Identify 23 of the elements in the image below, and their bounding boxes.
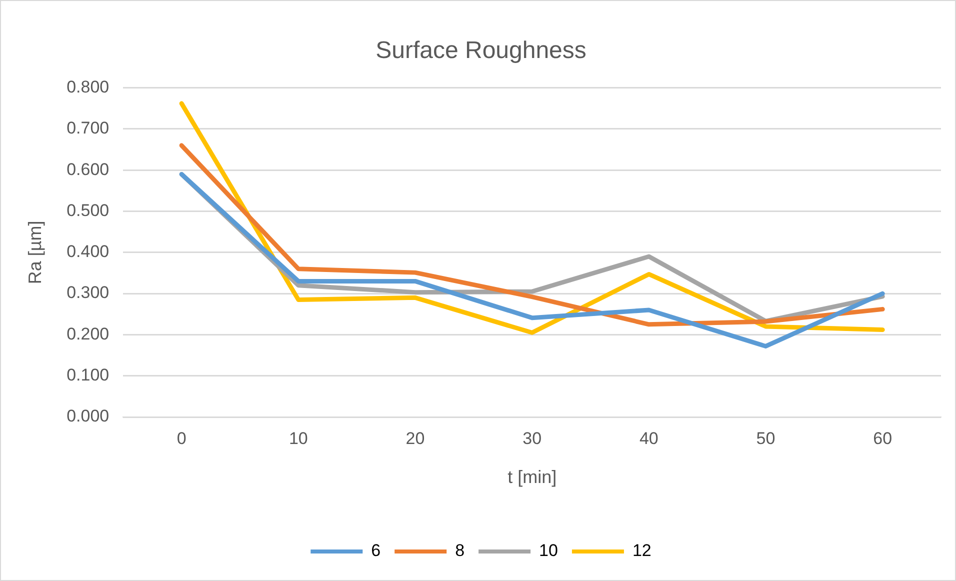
y-tick-label: 0.000 <box>66 406 110 426</box>
y-tick-label: 0.700 <box>66 118 110 138</box>
legend-label: 12 <box>632 541 652 560</box>
x-tick-label: 20 <box>406 428 425 448</box>
y-tick-label: 0.500 <box>66 200 110 220</box>
y-tick-label: 0.400 <box>66 242 110 262</box>
legend-label: 8 <box>455 541 465 560</box>
y-tick-label: 0.800 <box>66 77 110 96</box>
y-tick-label: 0.600 <box>66 160 110 179</box>
x-tick-label: 50 <box>756 428 776 448</box>
x-tick-label: 40 <box>639 428 658 448</box>
y-tick-label: 0.200 <box>66 324 110 344</box>
y-tick-label: 0.100 <box>66 366 110 385</box>
y-axis-title: Ra [µm] <box>24 220 45 284</box>
chart-title: Surface Roughness <box>376 37 586 64</box>
legend-label: 6 <box>371 541 381 560</box>
x-tick-label: 10 <box>288 428 308 448</box>
y-tick-label: 0.300 <box>66 283 110 302</box>
legend-label: 10 <box>539 541 558 560</box>
x-tick-label: 30 <box>522 428 542 448</box>
x-axis-title: t [min] <box>508 467 557 488</box>
x-tick-label: 0 <box>176 428 186 448</box>
x-tick-label: 60 <box>873 428 892 448</box>
